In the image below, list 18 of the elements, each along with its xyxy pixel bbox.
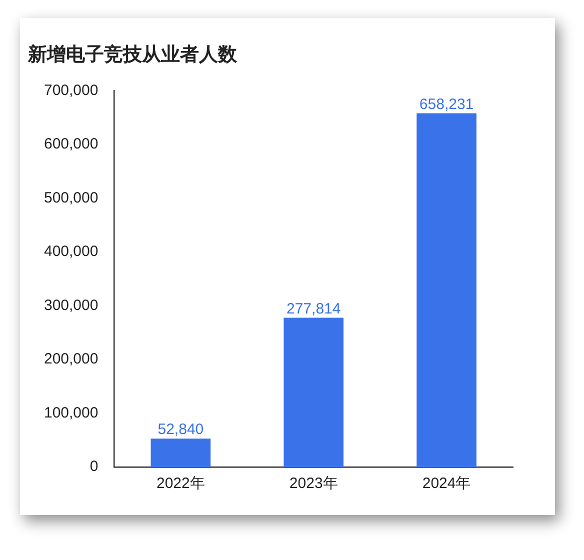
data-label: 52,840 bbox=[158, 421, 204, 438]
chart-title: 新增电子竞技从业者人数 bbox=[27, 44, 238, 66]
x-tick-label: 2022年 bbox=[156, 475, 205, 492]
y-tick-label: 500,000 bbox=[44, 189, 98, 206]
bar bbox=[416, 113, 476, 467]
y-tick-label: 100,000 bbox=[44, 404, 98, 422]
x-tick-label: 2024年 bbox=[422, 475, 471, 492]
y-tick-label: 300,000 bbox=[44, 296, 98, 314]
y-tick-label: 0 bbox=[90, 458, 98, 476]
y-tick-label: 600,000 bbox=[44, 136, 98, 153]
data-label: 658,231 bbox=[419, 96, 474, 113]
y-tick-label: 400,000 bbox=[44, 243, 98, 260]
data-label: 277,814 bbox=[286, 300, 341, 318]
x-tick-label: 2023年 bbox=[289, 475, 338, 492]
y-tick-label: 200,000 bbox=[44, 350, 98, 368]
bar bbox=[150, 438, 211, 467]
y-tick-label: 700,000 bbox=[44, 82, 98, 99]
bar bbox=[284, 318, 344, 467]
